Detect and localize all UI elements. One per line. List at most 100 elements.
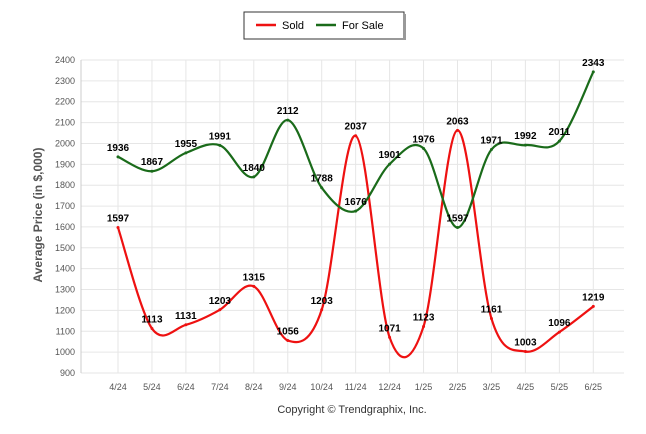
data-label: 1788 — [311, 174, 334, 185]
data-label: 1676 — [345, 197, 368, 208]
data-point — [523, 350, 527, 354]
y-tick-label: 1100 — [56, 326, 75, 336]
data-label: 1992 — [514, 131, 537, 142]
x-tick-label: 6/24 — [177, 382, 195, 392]
data-point — [150, 169, 154, 173]
data-label: 1955 — [175, 139, 198, 150]
data-point — [218, 143, 222, 147]
y-tick-label: 1300 — [55, 285, 75, 295]
y-axis: 900 1000 1100 1200 1300 1400 1500 1600 1700 1800 1… — [55, 55, 82, 378]
data-point — [456, 226, 459, 230]
y-tick-label: 2000 — [55, 138, 75, 148]
x-tick-label: 1/25 — [415, 382, 433, 392]
data-point — [489, 317, 493, 321]
data-label: 1113 — [141, 315, 163, 326]
y-axis-title: Average Price (in $,000) — [31, 148, 45, 283]
data-point — [422, 146, 426, 150]
data-point — [286, 338, 290, 342]
data-point — [184, 151, 188, 155]
data-point — [388, 335, 392, 339]
x-tick-label: 10/24 — [310, 382, 333, 392]
data-label: 1840 — [243, 163, 266, 174]
data-point — [456, 128, 459, 132]
series-line-sold — [116, 129, 594, 359]
y-tick-label: 1000 — [55, 347, 75, 357]
data-point — [354, 209, 358, 213]
y-tick-label: 2400 — [55, 55, 75, 65]
data-label: 1936 — [107, 143, 130, 154]
y-tick-label: 1900 — [55, 159, 75, 169]
x-tick-label: 11/24 — [345, 382, 367, 392]
data-point — [557, 139, 561, 143]
y-tick-label: 1200 — [55, 305, 75, 315]
data-point — [116, 226, 120, 230]
x-tick-label: 9/24 — [279, 382, 297, 392]
data-point — [116, 155, 120, 159]
x-tick-label: 12/24 — [378, 382, 401, 392]
legend-label-for-sale: For Sale — [342, 20, 384, 32]
data-label: 1003 — [514, 338, 537, 349]
x-tick-label: 2/25 — [449, 382, 467, 392]
data-label: 1056 — [277, 326, 300, 337]
x-tick-label: 5/24 — [143, 382, 161, 392]
y-tick-label: 2300 — [55, 76, 75, 86]
data-labels: 1597 1113 1131 1203 1315 1056 1203 2037 1071 1123… — [107, 58, 605, 349]
y-tick-label: 1400 — [55, 264, 75, 274]
data-label: 1976 — [412, 134, 435, 145]
x-tick-label: 4/24 — [109, 382, 127, 392]
data-label: 1203 — [209, 296, 232, 307]
data-label: 1203 — [311, 296, 334, 307]
data-label: 2011 — [548, 127, 570, 138]
x-tick-label: 8/24 — [245, 382, 263, 392]
data-point — [557, 330, 561, 334]
data-label: 2063 — [446, 116, 469, 127]
data-label: 1991 — [209, 131, 232, 142]
data-point — [354, 134, 358, 138]
legend: Sold For Sale — [243, 11, 406, 40]
y-tick-label: 1800 — [55, 180, 75, 190]
data-label: 2037 — [345, 122, 368, 133]
data-label: 1597 — [446, 214, 469, 225]
data-point — [252, 284, 256, 288]
data-point — [320, 308, 324, 312]
y-tick-label: 900 — [60, 368, 75, 378]
series-lines — [116, 70, 595, 359]
data-point — [218, 308, 222, 312]
data-label: 1219 — [582, 292, 605, 303]
data-label: 1071 — [378, 323, 401, 334]
data-label: 1901 — [378, 150, 401, 161]
data-label: 1131 — [175, 311, 197, 322]
x-axis: 4/24 5/24 6/24 7/24 8/24 9/24 10/24 11/24 12/24 1… — [109, 382, 602, 392]
data-label: 1096 — [548, 318, 571, 329]
data-label: 1161 — [481, 305, 503, 316]
y-tick-label: 1600 — [55, 222, 75, 232]
y-tick-label: 1500 — [55, 243, 75, 253]
data-point — [150, 327, 154, 331]
legend-label-sold: Sold — [282, 20, 304, 32]
x-tick-label: 3/25 — [483, 382, 501, 392]
x-tick-label: 7/24 — [211, 382, 229, 392]
data-label: 1867 — [141, 157, 164, 168]
x-tick-label: 4/25 — [517, 382, 535, 392]
y-tick-label: 2200 — [55, 97, 75, 107]
data-point — [388, 162, 392, 166]
data-point — [591, 304, 595, 308]
y-tick-label: 1700 — [55, 201, 75, 211]
x-tick-label: 5/25 — [551, 382, 569, 392]
copyright-text: Copyright © Trendgraphix, Inc. — [277, 404, 426, 416]
data-label: 1597 — [107, 214, 130, 225]
data-point — [286, 118, 290, 122]
data-point — [320, 186, 324, 190]
x-tick-label: 6/25 — [585, 382, 603, 392]
grid-lines — [81, 59, 624, 374]
data-label: 1971 — [480, 136, 503, 147]
data-point — [523, 143, 527, 147]
data-label: 1315 — [243, 272, 266, 283]
data-point — [489, 148, 493, 152]
data-label: 1123 — [413, 312, 435, 323]
data-point — [252, 175, 256, 179]
data-point — [422, 324, 426, 328]
y-tick-label: 2100 — [55, 118, 75, 128]
data-label: 2343 — [582, 58, 605, 69]
